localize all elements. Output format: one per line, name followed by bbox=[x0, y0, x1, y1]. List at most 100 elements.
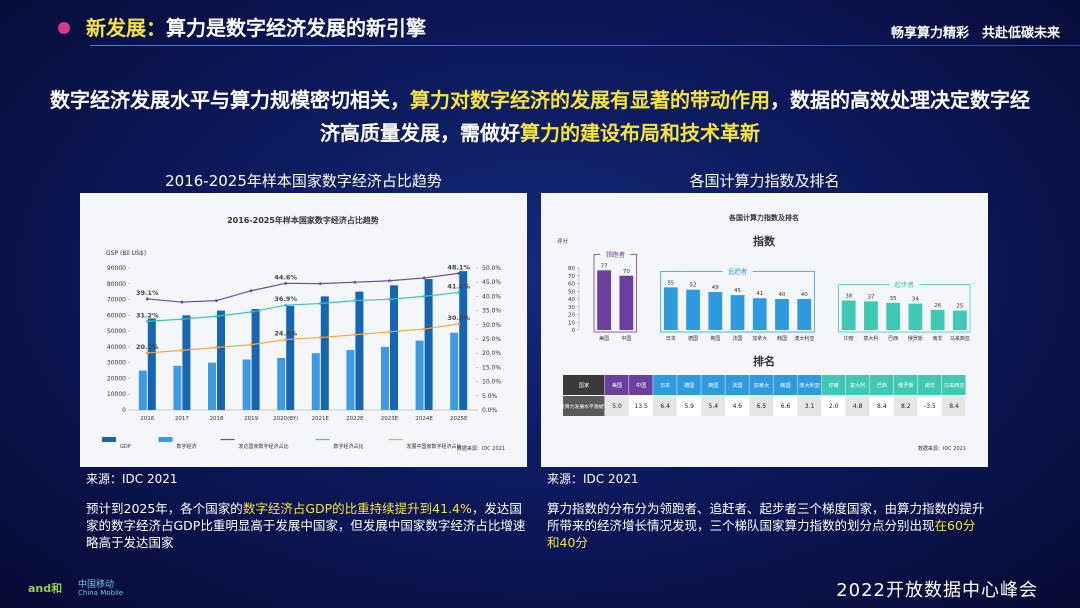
bar bbox=[355, 291, 364, 410]
legend-label: 数字经济占比 bbox=[334, 443, 364, 450]
table-cell bbox=[797, 396, 822, 416]
section-heading: 各国计算力指数及排名 bbox=[689, 172, 840, 190]
y-tick-label: 60000 bbox=[107, 312, 126, 319]
chart-card: 2016-2025年样本国家数字经济占比趋势 GSP (Bil US$) 0 1000… bbox=[80, 193, 527, 467]
x-tick-label: 马来西亚 bbox=[950, 335, 970, 342]
bar bbox=[864, 301, 878, 330]
table-cell bbox=[869, 396, 894, 416]
data-label: 55 bbox=[667, 280, 674, 286]
x-tick-label: 2024E bbox=[415, 416, 433, 422]
y2-tick-label: 40.0% bbox=[482, 293, 501, 300]
point bbox=[353, 333, 357, 337]
text-segment: ，发达国家的数字经济占GDP比重明显高于发展中国家，但发展中国家数字经济占比增速… bbox=[86, 501, 526, 550]
bar bbox=[886, 302, 901, 330]
bar bbox=[217, 310, 225, 410]
point bbox=[180, 300, 184, 304]
table-header-text: 澳大利亚 bbox=[799, 381, 820, 389]
bar bbox=[320, 296, 329, 410]
y2-tick-label: 0.0% bbox=[482, 407, 498, 414]
bar bbox=[424, 279, 433, 410]
x-tick-label: 澳大利亚 bbox=[794, 335, 814, 342]
bar bbox=[450, 332, 459, 410]
bar bbox=[952, 310, 967, 330]
bar bbox=[138, 370, 147, 410]
source: 来源：IDC 2021 bbox=[86, 472, 178, 486]
y-tick-label: 70 bbox=[568, 274, 575, 280]
group-label-bg bbox=[889, 279, 920, 289]
line bbox=[147, 323, 459, 354]
y-tick-label: 20 bbox=[568, 313, 575, 319]
bar bbox=[619, 275, 634, 330]
source: 数据来源：IDC 2021 bbox=[918, 445, 966, 452]
y-tick-label: 20000 bbox=[107, 375, 126, 382]
bar bbox=[390, 285, 398, 410]
point bbox=[215, 299, 218, 303]
data-label: 34 bbox=[912, 297, 919, 303]
y-tick-label: 0 bbox=[122, 407, 126, 414]
table-cell bbox=[629, 396, 653, 416]
chart: 2016-2025年样本国家数字经济占比趋势 GSP (Bil US$) 0 1000… bbox=[102, 215, 505, 452]
data-label: 49 bbox=[712, 285, 719, 291]
table-header-cell bbox=[701, 375, 725, 395]
x-tick-label: 2016 bbox=[140, 416, 154, 422]
group-label-bg bbox=[600, 249, 631, 259]
table-header-cell bbox=[797, 375, 822, 395]
data-label: 45 bbox=[734, 288, 741, 294]
table-header-cell bbox=[845, 375, 870, 395]
table-cell bbox=[653, 396, 677, 416]
point bbox=[145, 351, 149, 355]
headline: 数字经济发展水平与算力规模密切相关，算力对数字经济的发展有显著的带动作用，数据的… bbox=[50, 84, 1030, 150]
table-header-cell bbox=[917, 375, 942, 395]
table-cell bbox=[605, 396, 629, 416]
table-header-text: 南非 bbox=[925, 381, 935, 389]
logo-and: and和 bbox=[28, 582, 63, 595]
bar bbox=[752, 298, 767, 330]
bar bbox=[251, 309, 260, 410]
data-label: 41 bbox=[756, 291, 763, 297]
point bbox=[215, 346, 218, 349]
bar bbox=[208, 362, 216, 410]
x-tick-label: 2019 bbox=[244, 416, 258, 422]
table-cell bbox=[773, 396, 798, 416]
table-header-cell bbox=[725, 375, 749, 395]
bar bbox=[415, 340, 424, 410]
point bbox=[284, 338, 288, 341]
chart-title: 2016-2025年样本国家数字经济占比趋势 bbox=[227, 215, 379, 225]
y-tick-label: 80 bbox=[568, 266, 575, 272]
point bbox=[388, 330, 391, 334]
table-header-cell bbox=[893, 375, 918, 395]
data-label: 41.4% bbox=[447, 282, 470, 290]
source: 来源：IDC 2021 bbox=[547, 472, 639, 486]
data-label: 30.3% bbox=[447, 314, 470, 322]
table-header-text: 加拿大 bbox=[754, 381, 770, 389]
group-label: 领跑者 bbox=[605, 249, 625, 258]
table-header-text: 中国 bbox=[636, 381, 646, 389]
point bbox=[353, 299, 357, 303]
x-tick-label: 美国 bbox=[599, 335, 609, 342]
y2-tick-label: 15.0% bbox=[482, 364, 501, 371]
table-header-text: 韩国 bbox=[780, 381, 790, 389]
point bbox=[388, 279, 391, 283]
point bbox=[457, 322, 461, 326]
table-header-text: 国家 bbox=[579, 381, 589, 389]
y2-tick-label: 50.0% bbox=[482, 265, 501, 272]
table-cell-text: 计算力发展水平涨幅% bbox=[560, 403, 608, 410]
y-tick-label: 60 bbox=[568, 282, 575, 288]
chart-card: 各国计算力指数及排名 指数 评分 0 10 20 30 40 50 60 70 80 领跑者 77 美国 70… bbox=[541, 193, 988, 467]
x-tick-label: 印度 bbox=[844, 335, 854, 342]
line bbox=[147, 272, 459, 303]
point bbox=[145, 319, 149, 323]
data-label: 31.2% bbox=[136, 311, 159, 319]
point bbox=[249, 289, 253, 293]
y-tick-label: 10000 bbox=[107, 391, 126, 398]
header-line bbox=[90, 45, 1080, 46]
table-cell bbox=[821, 396, 846, 416]
slogan: 畅享算力精彩 共赴低碳未来 bbox=[890, 26, 1060, 41]
group-box bbox=[838, 284, 971, 333]
y-tick-label: 90000 bbox=[107, 265, 126, 272]
table-header-cell bbox=[869, 375, 894, 395]
text-segment: 数字经济占GDP的比重持续提升到41.4% bbox=[242, 501, 472, 516]
bar bbox=[173, 365, 182, 410]
x-tick-label: 中国 bbox=[621, 335, 631, 342]
